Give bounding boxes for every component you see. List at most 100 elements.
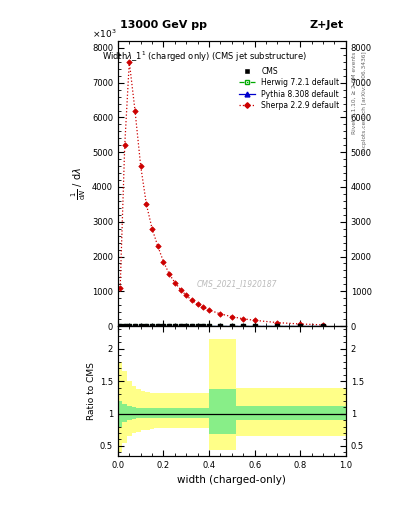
Sherpa 2.2.9 default (127, 59, 132, 65)
Bar (168, 409, 173, 418)
Bar (177, 409, 182, 418)
CMS (178, 323, 183, 329)
Herwig 7.2.1 default (138, 323, 143, 329)
Sherpa 2.2.9 default (298, 321, 303, 327)
Text: Rivet 3.1.10, ≥ 2.6M events: Rivet 3.1.10, ≥ 2.6M events (352, 51, 357, 134)
CMS (190, 323, 195, 329)
Sherpa 2.2.9 default (218, 311, 223, 317)
CMS (241, 323, 246, 329)
CMS (195, 323, 200, 329)
Pythia 8.308 default (275, 323, 280, 329)
Y-axis label: $\frac{1}{\mathrm{d}N}$ / $\mathrm{d}\lambda$: $\frac{1}{\mathrm{d}N}$ / $\mathrm{d}\la… (70, 167, 88, 200)
Bar (163, 393, 168, 429)
Herwig 7.2.1 default (161, 323, 166, 329)
Bar (195, 409, 200, 418)
Bar (118, 361, 123, 453)
Sherpa 2.2.9 default (207, 307, 211, 313)
Herwig 7.2.1 default (218, 323, 223, 329)
Pythia 8.308 default (298, 323, 303, 329)
CMS (161, 323, 166, 329)
Sherpa 2.2.9 default (252, 317, 257, 324)
Sherpa 2.2.9 default (184, 292, 189, 298)
Herwig 7.2.1 default (178, 323, 183, 329)
Pythia 8.308 default (161, 323, 166, 329)
Sherpa 2.2.9 default (230, 314, 234, 320)
Pythia 8.308 default (218, 323, 223, 329)
Herwig 7.2.1 default (195, 323, 200, 329)
CMS (138, 323, 143, 329)
Herwig 7.2.1 default (207, 323, 211, 329)
Pythia 8.308 default (150, 323, 154, 329)
Bar (145, 409, 150, 418)
Bar (177, 393, 182, 429)
Sherpa 2.2.9 default (161, 259, 166, 265)
Pythia 8.308 default (118, 323, 123, 329)
Bar (227, 339, 237, 451)
Herwig 7.2.1 default (118, 323, 123, 329)
Sherpa 2.2.9 default (241, 316, 246, 322)
Bar (173, 393, 177, 429)
Pythia 8.308 default (190, 323, 195, 329)
CMS (167, 323, 171, 329)
Bar (141, 391, 145, 431)
Text: 13000 GeV pp: 13000 GeV pp (120, 19, 207, 30)
CMS (321, 323, 325, 329)
Sherpa 2.2.9 default (138, 163, 143, 169)
Herwig 7.2.1 default (241, 323, 246, 329)
Bar (159, 409, 163, 418)
Bar (255, 388, 277, 436)
Pythia 8.308 default (133, 323, 138, 329)
Text: CMS_2021_I1920187: CMS_2021_I1920187 (196, 279, 277, 288)
X-axis label: width (charged-only): width (charged-only) (177, 475, 286, 485)
Herwig 7.2.1 default (190, 323, 195, 329)
Herwig 7.2.1 default (150, 323, 154, 329)
Bar (154, 409, 159, 418)
Text: $\times 10^3$: $\times 10^3$ (92, 27, 117, 39)
Herwig 7.2.1 default (184, 323, 189, 329)
Herwig 7.2.1 default (122, 323, 127, 329)
Bar (195, 393, 200, 429)
CMS (118, 323, 123, 329)
Bar (159, 393, 163, 429)
Bar (150, 409, 154, 418)
CMS (150, 323, 154, 329)
Bar (227, 389, 237, 434)
Herwig 7.2.1 default (321, 323, 325, 329)
Bar (154, 393, 159, 429)
Sherpa 2.2.9 default (118, 285, 123, 291)
Bar (123, 371, 127, 443)
Herwig 7.2.1 default (167, 323, 171, 329)
Sherpa 2.2.9 default (195, 301, 200, 307)
Sherpa 2.2.9 default (150, 226, 154, 232)
Sherpa 2.2.9 default (275, 319, 280, 326)
Pythia 8.308 default (195, 323, 200, 329)
Pythia 8.308 default (321, 323, 325, 329)
Bar (237, 388, 255, 436)
CMS (122, 323, 127, 329)
Herwig 7.2.1 default (252, 323, 257, 329)
Pythia 8.308 default (122, 323, 127, 329)
Herwig 7.2.1 default (230, 323, 234, 329)
Bar (182, 409, 186, 418)
Bar (191, 393, 195, 429)
Bar (168, 393, 173, 429)
Bar (209, 389, 218, 434)
Herwig 7.2.1 default (144, 323, 149, 329)
Bar (200, 393, 209, 429)
Herwig 7.2.1 default (298, 323, 303, 329)
Line: CMS: CMS (118, 324, 325, 329)
Bar (277, 388, 346, 436)
Bar (150, 393, 154, 429)
CMS (218, 323, 223, 329)
Bar (132, 387, 136, 433)
Herwig 7.2.1 default (156, 323, 160, 329)
Bar (127, 406, 132, 420)
CMS (156, 323, 160, 329)
Sherpa 2.2.9 default (144, 201, 149, 207)
Bar (141, 408, 145, 418)
Line: Pythia 8.308 default: Pythia 8.308 default (118, 324, 325, 329)
Bar (132, 407, 136, 419)
Herwig 7.2.1 default (173, 323, 177, 329)
Herwig 7.2.1 default (275, 323, 280, 329)
Bar (218, 339, 227, 451)
